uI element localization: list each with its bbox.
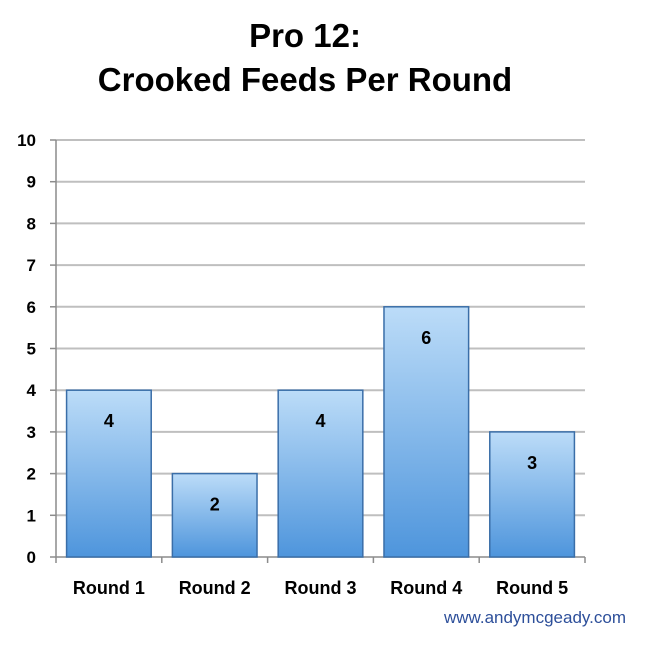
chart-title-line-2: Crooked Feeds Per Round xyxy=(97,61,513,98)
bar xyxy=(383,306,470,558)
x-tick-label: Round 5 xyxy=(496,578,568,598)
y-tick-label: 9 xyxy=(27,173,36,192)
bar xyxy=(65,389,152,558)
y-tick-label: 4 xyxy=(27,381,37,400)
x-tick-label: Round 3 xyxy=(285,578,357,598)
y-tick-label: 1 xyxy=(27,506,36,525)
x-tick-label: Round 2 xyxy=(179,578,251,598)
x-tick-label: Round 4 xyxy=(390,578,462,598)
y-tick-label: 6 xyxy=(27,298,36,317)
y-tick-label: 5 xyxy=(27,340,36,359)
site-credit: www.andymcgeady.com xyxy=(443,608,626,627)
bar xyxy=(277,389,364,558)
y-tick-label: 10 xyxy=(17,131,36,150)
data-label: 3 xyxy=(527,453,537,473)
chart-title: Pro 12: Crooked Feeds Per Round xyxy=(0,14,610,102)
y-tick-label: 3 xyxy=(27,423,36,442)
y-tick-label: 7 xyxy=(27,256,36,275)
labels: 0 1 2 3 4 5 6 7 8 9 10 4 Round 1 2 Round 2 4 Round 3 6 Rou… xyxy=(17,131,568,598)
x-tick-label: Round 1 xyxy=(73,578,145,598)
data-label: 6 xyxy=(421,328,431,348)
data-label: 4 xyxy=(104,411,114,431)
y-tick-label: 0 xyxy=(27,548,36,567)
y-tick-label: 2 xyxy=(27,465,36,484)
data-label: 4 xyxy=(315,411,325,431)
chart-title-line-1: Pro 12: xyxy=(249,17,361,54)
bar xyxy=(171,472,258,558)
y-tick-label: 8 xyxy=(27,214,36,233)
bars xyxy=(65,306,576,558)
bar xyxy=(489,431,576,558)
data-label: 2 xyxy=(210,495,220,515)
